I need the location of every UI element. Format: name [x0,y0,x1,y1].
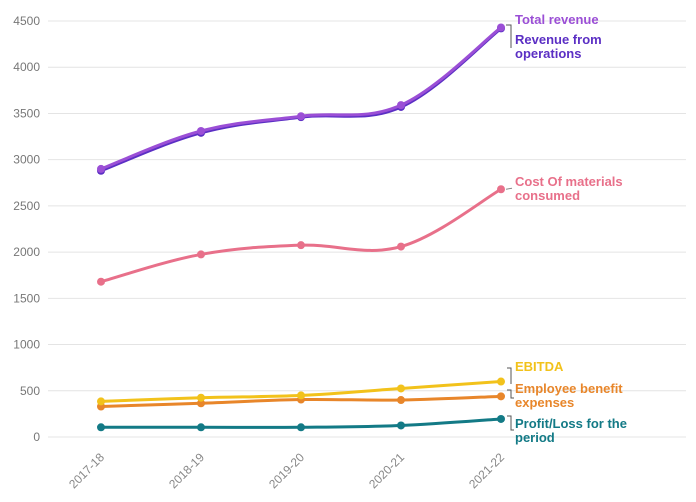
label-connector [505,187,513,190]
data-point [397,384,405,393]
data-point [297,423,305,432]
x-tick-label: 2017-18 [66,450,107,491]
y-axis: 0 500 1000 1500 2000 2500 3000 3500 4000 4500 [13,14,40,444]
label-connector [507,415,514,431]
label-connector [507,367,514,399]
series-label-text: expenses [515,395,574,410]
data-point [197,127,205,136]
data-point [197,250,205,259]
data-point [497,185,505,194]
series-label-text: Cost Of materials [515,174,623,189]
data-point [97,277,105,286]
grid-lines [48,20,686,438]
series-label-text: period [515,430,555,445]
series-label-text: operations [515,46,581,61]
label-connector [506,24,512,48]
series-line [99,26,503,173]
data-point [297,241,305,250]
data-point [497,377,505,386]
series-label-text: Profit/Loss for the [515,416,627,431]
data-point [497,392,505,401]
data-point [97,164,105,173]
series-label-text: EBITDA [515,359,564,374]
y-tick-label: 2000 [13,245,40,259]
series-label-text: Total revenue [515,12,599,27]
data-point [97,397,105,406]
series-line [99,187,503,284]
x-tick-label: 2021-22 [466,450,507,491]
data-point [197,393,205,402]
y-tick-label: 1000 [13,338,40,352]
data-point [197,399,205,408]
data-point [197,423,205,432]
series-label: Total revenue [515,12,599,27]
data-point [397,421,405,430]
data-point [397,396,405,405]
series-label-text: consumed [515,188,580,203]
y-tick-label: 4500 [13,14,40,28]
data-point [397,101,405,110]
x-tick-label: 2018-19 [166,450,207,491]
y-tick-label: 2500 [13,199,40,213]
series-label: EBITDA [515,359,564,374]
y-tick-label: 500 [20,384,40,398]
x-tick-label: 2020-21 [366,450,407,491]
data-point [397,242,405,251]
y-tick-label: 4000 [13,60,40,74]
data-point [97,423,105,432]
x-axis: 2017-18 2018-19 2019-20 2020-21 2021-22 [66,450,507,491]
data-point [497,23,505,32]
y-tick-label: 3000 [13,153,40,167]
data-point [297,391,305,400]
data-point [297,112,305,121]
series-label-text: Revenue from [515,32,602,47]
x-tick-label: 2019-20 [266,450,307,491]
y-tick-label: 0 [33,430,40,444]
series-label-text: Employee benefit [515,381,623,396]
y-tick-label: 1500 [13,291,40,305]
series-lines [97,23,505,432]
y-tick-label: 3500 [13,106,40,120]
data-point [497,414,505,423]
